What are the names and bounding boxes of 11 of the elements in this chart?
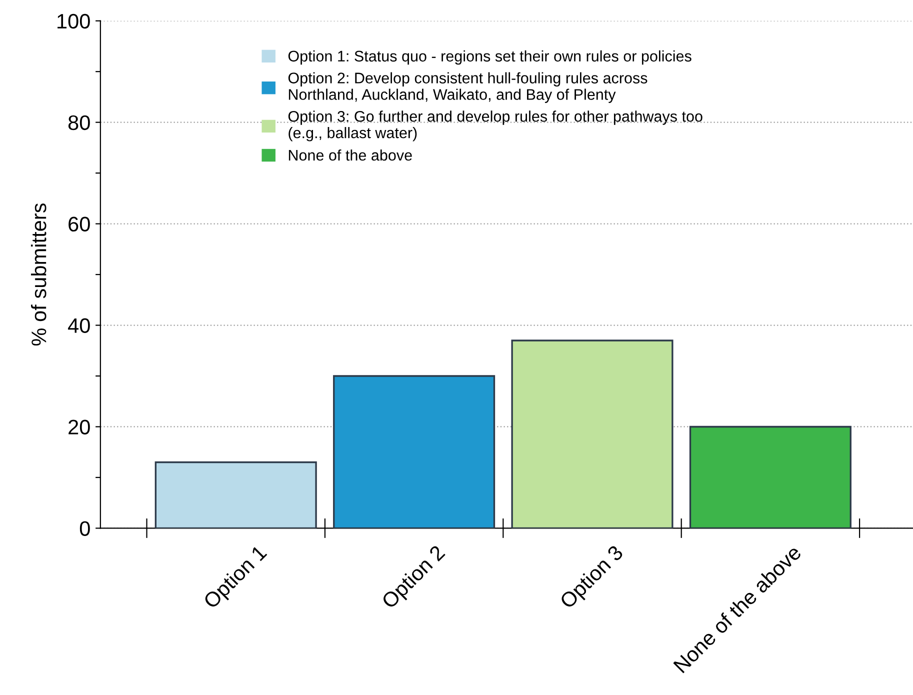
y-tick-label: 60 [68, 216, 90, 232]
legend-label: Option 2: Develop consistent hull-fouling rules across Northland, Auckland, Waikato, and Bay of Plenty [288, 72, 648, 103]
legend-label: None of the above [288, 149, 412, 161]
y-tick-label: 20 [68, 420, 90, 434]
legend-label: Option 3: Go further and develop rules for other pathways too (e.g., ballast water) [288, 110, 702, 142]
legend-label: Option 1: Status quo - regions set their own rules or policies [288, 50, 692, 65]
y-tick-label: 80 [68, 115, 90, 130]
y-axis-title: % of submitters [30, 203, 46, 346]
y-tick-label: 0 [80, 521, 90, 536]
y-tick-label: 100 [58, 14, 90, 29]
y-tick-label: 40 [68, 318, 90, 334]
